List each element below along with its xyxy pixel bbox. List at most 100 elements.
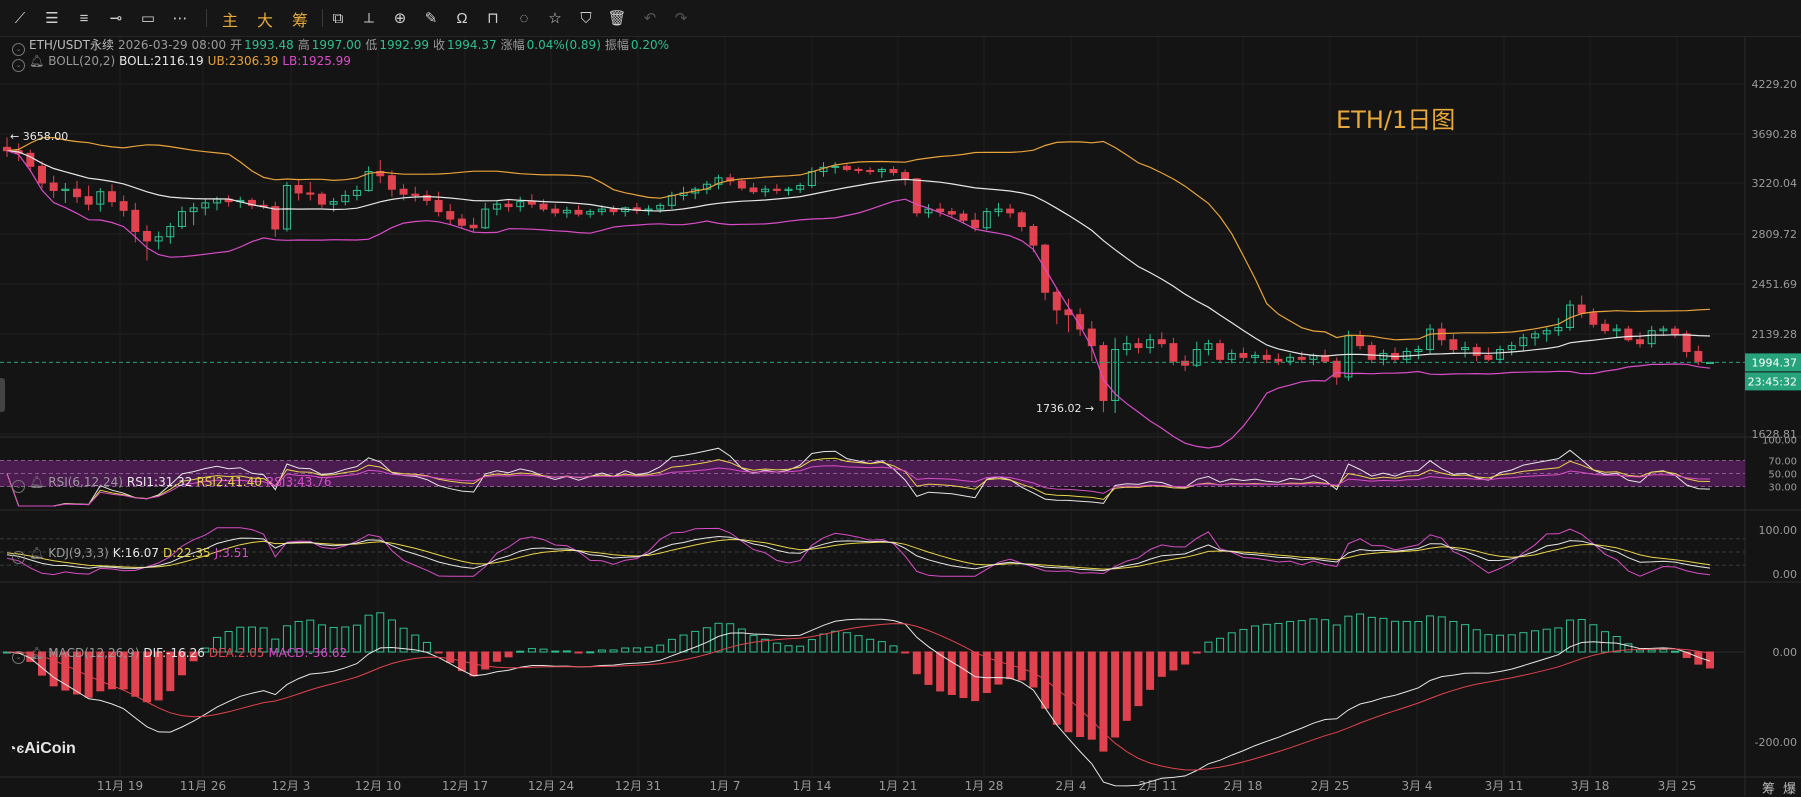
candlestick <box>912 177 921 217</box>
collapse-toggle-icon[interactable]: ⌄ <box>12 551 25 564</box>
macd-histogram-bar <box>1484 634 1493 653</box>
indicator-main-button[interactable]: 主 <box>222 11 239 30</box>
header-info: ⌄ ETH/USDT永续 2026-03-29 08:00 开 1993.48 高 1997… <box>12 36 673 56</box>
candlestick <box>1227 349 1236 364</box>
candle-body <box>201 202 210 209</box>
candlestick <box>1437 322 1446 346</box>
candlestick <box>1414 345 1423 360</box>
macd-histogram-bar <box>1531 630 1540 653</box>
time-tick-label: 1月 28 <box>965 779 1004 793</box>
indicator-big-button[interactable]: 大 <box>257 11 274 30</box>
macd-histogram-bar <box>842 632 851 653</box>
candle-body <box>947 211 956 215</box>
ray-icon[interactable]: ⊸ <box>109 10 123 27</box>
more-tools-icon[interactable]: ⋯ <box>172 10 188 27</box>
lock-icon[interactable]: ⊓ <box>487 10 499 27</box>
high-label: 高 <box>297 38 310 52</box>
candle-body <box>166 226 175 238</box>
candle-body <box>516 201 525 208</box>
collapse-toggle-icon[interactable]: ⌄ <box>12 480 25 493</box>
candlestick <box>1157 332 1166 348</box>
macd-histogram-bar <box>1309 618 1318 653</box>
time-tick-label: 1月 21 <box>879 779 918 793</box>
indicator-chip-button[interactable]: 筹 <box>292 11 309 30</box>
collapse-toggle-icon[interactable]: ⌄ <box>12 651 25 664</box>
undo-icon[interactable]: ↶ <box>643 10 657 27</box>
macd-histogram-bar <box>1029 651 1038 688</box>
hide-drawings-icon[interactable]: ◌ <box>519 9 529 27</box>
horizontal-lines-icon[interactable]: ☰ <box>45 10 59 27</box>
bell-icon[interactable]: 🔔︎ <box>29 475 45 489</box>
macd-histogram-bar <box>1449 620 1458 653</box>
rectangle-icon[interactable]: ▭ <box>140 10 156 27</box>
macd-histogram-bar <box>399 627 408 653</box>
measure-icon[interactable]: ⟂ <box>363 9 374 27</box>
macd-tick-label: 0.00 <box>1773 646 1798 659</box>
macd-histogram-bar <box>1566 619 1575 653</box>
time-tick-label: 3月 11 <box>1485 779 1524 793</box>
candlestick <box>1239 347 1248 362</box>
macd-histogram-bar <box>1169 651 1178 671</box>
macd-histogram-bar <box>1064 651 1073 733</box>
kdj-name[interactable]: KDJ(9,3,3) <box>48 546 109 560</box>
macd-tick-label: -200.00 <box>1755 736 1797 749</box>
low-value: 1992.99 <box>379 38 430 52</box>
macd-histogram-bar <box>1636 649 1645 653</box>
macd-dea-line <box>6 623 1711 771</box>
kdj-d-value: D:22.35 <box>163 546 211 560</box>
candle-body <box>889 168 898 174</box>
filter-icon[interactable]: ⛉ <box>580 9 592 27</box>
macd-histogram-bar <box>1647 649 1656 653</box>
price-tag-label: 1994.37 <box>1752 356 1798 369</box>
candlestick <box>1122 335 1131 356</box>
candlestick <box>411 186 420 202</box>
macd-histogram-bar <box>1286 620 1295 653</box>
redo-icon[interactable]: ↷ <box>674 10 688 27</box>
candle-body <box>982 211 991 229</box>
macd-name[interactable]: MACD(12,26,9) <box>48 646 140 660</box>
macd-histogram-bar <box>574 651 583 654</box>
boll-upper-line <box>6 136 1711 341</box>
brush-icon[interactable]: ✎ <box>424 10 438 27</box>
trash-icon[interactable]: 🗑︎ <box>607 10 627 27</box>
alert-add-icon[interactable]: ⊕ <box>393 10 407 27</box>
candlestick <box>1052 287 1061 325</box>
candle-body <box>341 194 350 203</box>
price-tick-label: 1628.81 <box>1752 428 1798 441</box>
collapse-toggle-icon[interactable]: ⌄ <box>12 59 25 72</box>
candlestick <box>1111 337 1120 414</box>
candlestick <box>866 167 875 175</box>
bell-icon[interactable]: 🔔︎ <box>29 646 45 660</box>
candle-body <box>959 213 968 221</box>
candle-body <box>562 209 571 214</box>
rsi-name[interactable]: RSI(6,12,24) <box>48 475 123 489</box>
candlestick <box>189 202 198 226</box>
magnet-icon[interactable]: Ω <box>456 9 468 27</box>
candlestick <box>1566 300 1575 331</box>
candle-body <box>1017 212 1026 228</box>
liquidation-button[interactable]: 爆 <box>1783 782 1797 797</box>
parallel-lines-icon[interactable]: ≡ <box>79 9 89 27</box>
candle-body <box>609 208 618 213</box>
macd-histogram-bar <box>562 650 571 653</box>
chip-button[interactable]: 筹 <box>1762 782 1776 797</box>
replay-icon[interactable]: ⧉ <box>332 9 344 27</box>
change-label: 涨幅 <box>500 38 525 52</box>
trend-line-icon[interactable]: ⟋ <box>14 9 26 27</box>
macd-histogram-bar <box>1251 625 1260 653</box>
candle-body <box>446 211 455 220</box>
collapse-toggle-icon[interactable]: ⌄ <box>12 43 25 56</box>
macd-histogram-bar <box>877 641 886 653</box>
candlestick <box>317 191 326 208</box>
candlestick <box>1589 308 1598 328</box>
chart-area[interactable]: 4229.20 3690.28 3220.04 2809.72 2451.69 2139.… <box>0 37 1801 796</box>
bell-icon[interactable]: 🔔︎ <box>29 546 45 560</box>
bell-icon[interactable]: 🔔︎ <box>29 54 45 68</box>
macd-histogram-bar <box>737 628 746 653</box>
favorite-icon[interactable]: ☆ <box>548 10 562 27</box>
side-panel-handle[interactable] <box>0 378 5 412</box>
candle-body <box>656 204 665 210</box>
candlestick <box>154 231 163 250</box>
boll-name[interactable]: BOLL(20,2) <box>48 54 116 68</box>
kdj-tick-label: 0.00 <box>1773 568 1798 581</box>
